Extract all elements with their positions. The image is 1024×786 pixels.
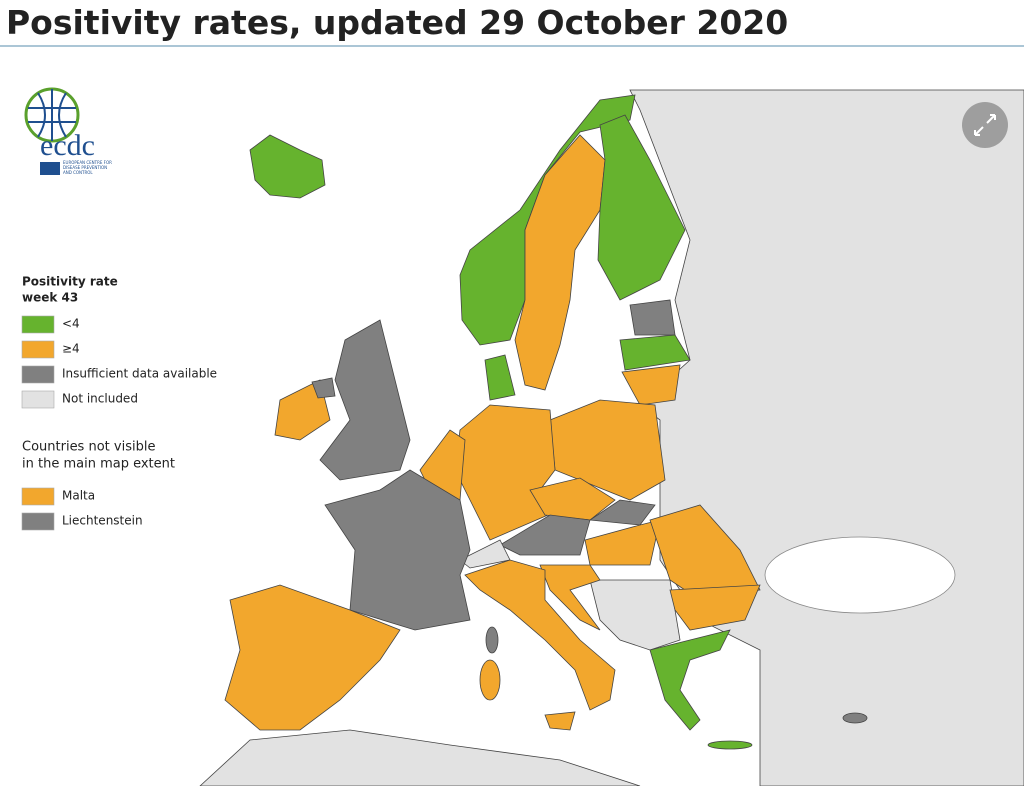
- region: [499, 514, 591, 556]
- legend-label: Not included: [62, 392, 138, 406]
- legend-label: Malta: [62, 489, 95, 503]
- legend-swatch: [21, 512, 55, 531]
- map: [199, 89, 1024, 786]
- eu-flag: [40, 162, 60, 175]
- legend-swatch: [21, 340, 55, 359]
- island: [707, 740, 753, 750]
- expand-circle[interactable]: [962, 102, 1008, 148]
- region: [669, 584, 761, 631]
- legend-label: Insufficient data available: [62, 367, 217, 381]
- region: [584, 519, 661, 566]
- region: [249, 134, 326, 199]
- island: [485, 626, 499, 654]
- north-africa: [199, 729, 641, 786]
- region: [649, 629, 731, 731]
- legend: Positivity rate week 43 Countries not vi…: [21, 275, 217, 531]
- region: [224, 584, 401, 731]
- legend-label: Liechtenstein: [62, 514, 143, 528]
- region: [621, 364, 681, 406]
- legend-swatch: [21, 315, 55, 334]
- region: [549, 399, 666, 501]
- expand-icon[interactable]: [974, 114, 996, 136]
- inset-title: in the main map extent: [22, 457, 175, 472]
- island: [544, 711, 576, 731]
- region: [484, 354, 516, 401]
- logo: ecdc EUROPEAN CENTRE FOR DISEASE PREVENT…: [24, 87, 112, 175]
- region: [619, 334, 691, 371]
- region: [529, 477, 616, 521]
- island: [479, 659, 501, 701]
- region: [589, 579, 681, 651]
- island: [842, 712, 868, 724]
- region: [459, 94, 636, 346]
- legend-label: ≥4: [62, 342, 80, 356]
- region: [597, 114, 686, 301]
- black-sea: [764, 536, 956, 614]
- logo-tagline: AND CONTROL: [63, 170, 93, 175]
- legend-title: Positivity rate: [22, 275, 118, 289]
- logo-tagline: DISEASE PREVENTION: [63, 165, 107, 170]
- page-title: Positivity rates, updated 29 October 202…: [6, 3, 788, 42]
- inset-title: Countries not visible: [22, 440, 155, 455]
- logo-globe-lines: [28, 89, 76, 141]
- legend-label: <4: [62, 317, 80, 331]
- region: [311, 377, 336, 399]
- legend-swatch: [21, 487, 55, 506]
- land-not-included: [629, 89, 1024, 786]
- legend-swatch: [21, 390, 55, 409]
- legend-title: week 43: [22, 291, 78, 305]
- expand-button[interactable]: [962, 102, 1008, 148]
- region: [629, 299, 676, 336]
- region: [539, 564, 601, 631]
- logo-tagline: EUROPEAN CENTRE FOR: [63, 160, 112, 165]
- region: [454, 404, 556, 541]
- region: [464, 559, 616, 711]
- legend-swatch: [21, 365, 55, 384]
- region: [324, 469, 471, 631]
- region: [514, 134, 606, 391]
- region: [319, 319, 411, 481]
- logo-name: ecdc: [40, 129, 95, 162]
- region: [588, 499, 656, 526]
